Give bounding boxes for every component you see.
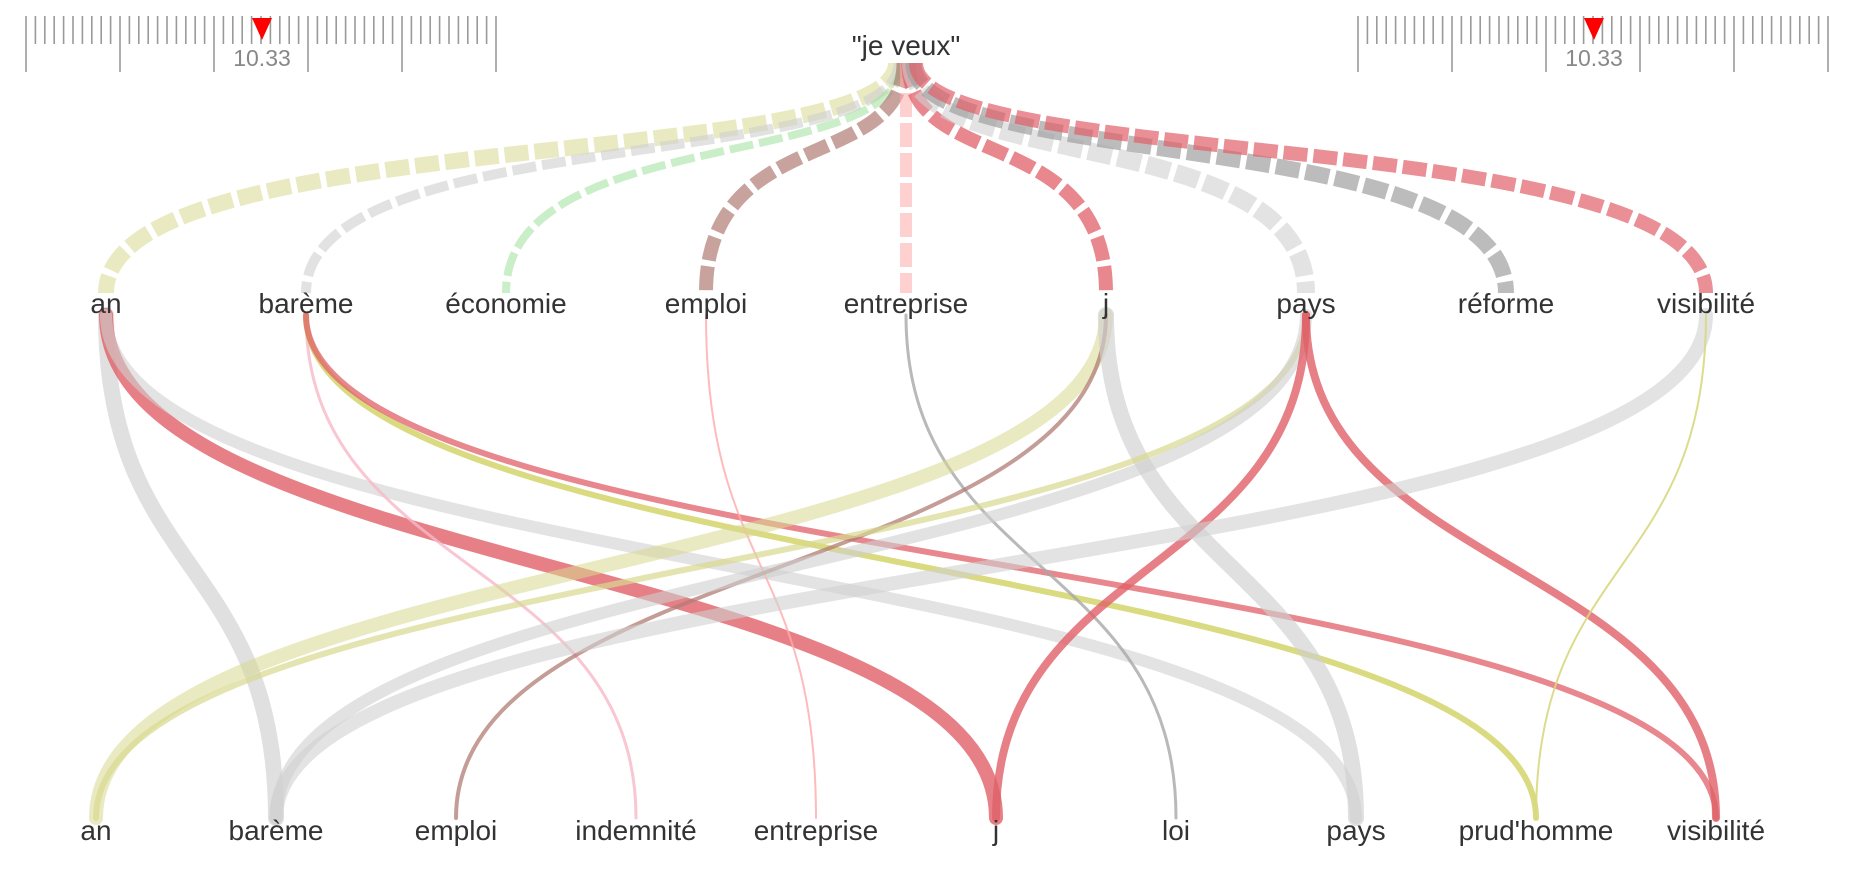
link-an-bareme[interactable] (98, 307, 284, 826)
link-pays-bareme[interactable] (270, 309, 1312, 824)
level1-node-reforme[interactable]: réforme (1458, 288, 1554, 319)
links-level1 (98, 61, 1713, 294)
level1-node-visibilite[interactable]: visibilité (1657, 288, 1755, 319)
level2-node-prudhomme[interactable]: prud'homme (1459, 815, 1614, 846)
level2-node-an[interactable]: an (80, 815, 111, 846)
level1-node-labels: an barème économie emploi entreprise j pays réf… (90, 288, 1755, 319)
level2-node-indemnite[interactable]: indemnité (575, 815, 696, 846)
link-an-j[interactable] (99, 308, 1003, 825)
ruler-value-label: 10.33 (233, 45, 291, 71)
root-node-label[interactable]: "je veux" (852, 30, 961, 61)
level2-node-loi[interactable]: loi (1162, 815, 1190, 846)
level1-node-emploi[interactable]: emploi (665, 288, 747, 319)
ruler-slider-left[interactable]: 10.33 (25, 16, 497, 72)
link-entreprise-loi[interactable] (904, 313, 1178, 820)
level1-node-economie[interactable]: économie (445, 288, 566, 319)
ruler-ticks (25, 16, 497, 72)
link-pays-an[interactable] (93, 312, 1309, 821)
link-bareme-prudhomme[interactable] (303, 312, 1539, 821)
level1-node-j[interactable]: j (1102, 288, 1109, 319)
links-level2 (89, 307, 1720, 826)
link-visibilite-bareme[interactable] (269, 308, 1713, 825)
level2-node-entreprise[interactable]: entreprise (754, 815, 879, 846)
level2-node-pays[interactable]: pays (1326, 815, 1385, 846)
level2-node-emploi[interactable]: emploi (415, 815, 497, 846)
level2-node-visibilite[interactable]: visibilité (1667, 815, 1765, 846)
level1-node-bareme[interactable]: barème (259, 288, 354, 319)
link-j-an[interactable] (89, 308, 1113, 825)
level1-node-entreprise[interactable]: entreprise (844, 288, 969, 319)
ruler-marker-icon[interactable] (1584, 18, 1604, 40)
link-pays-visibilite[interactable] (1302, 311, 1720, 822)
level2-node-bareme[interactable]: barème (229, 815, 324, 846)
link-root-bareme[interactable] (301, 62, 904, 294)
level1-node-pays[interactable]: pays (1276, 288, 1335, 319)
ruler-ticks (1357, 16, 1829, 72)
link-bareme-indemnite[interactable] (304, 313, 638, 820)
ruler-slider-right[interactable]: 10.33 (1357, 16, 1829, 72)
level2-node-j[interactable]: j (992, 815, 999, 846)
level1-node-an[interactable]: an (90, 288, 121, 319)
link-root-reforme[interactable] (905, 61, 1514, 294)
level2-node-labels: an barème emploi indemnité entreprise j loi pay… (80, 815, 1765, 846)
link-root-an[interactable] (98, 61, 904, 294)
link-emploi-entreprise[interactable] (705, 314, 817, 819)
link-root-economie[interactable] (502, 62, 905, 294)
link-root-emploi[interactable] (699, 62, 911, 294)
link-an-pays[interactable] (100, 309, 1362, 824)
link-pays-j[interactable] (992, 311, 1310, 822)
link-j-pays[interactable] (1098, 307, 1364, 826)
link-visibilite-prudhomme[interactable] (1535, 314, 1707, 819)
ruler-value-label: 10.33 (1565, 45, 1623, 71)
link-root-visibilite[interactable] (909, 61, 1713, 294)
ruler-marker-icon[interactable] (252, 18, 272, 40)
